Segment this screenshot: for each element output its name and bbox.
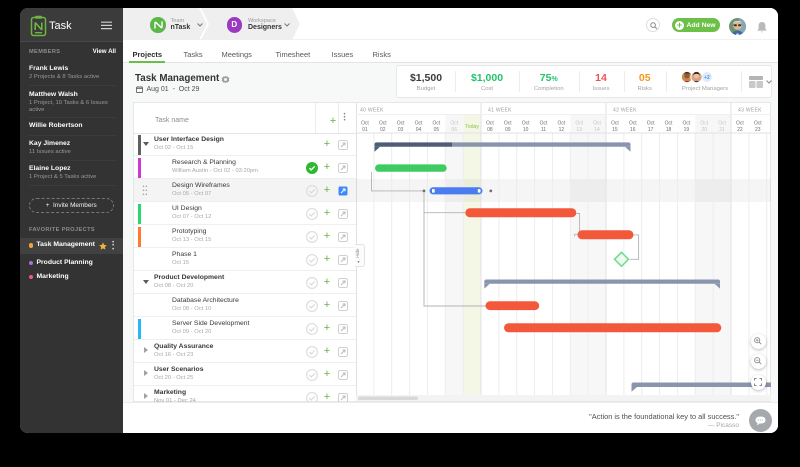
svg-text:Oct: Oct: [665, 121, 673, 127]
svg-text:42 WEEK: 42 WEEK: [613, 108, 637, 114]
svg-text:Oct: Oct: [504, 121, 512, 127]
svg-text:23: 23: [755, 127, 761, 133]
svg-text:01: 01: [362, 127, 368, 133]
svg-text:Oct: Oct: [682, 121, 690, 127]
svg-text:Oct: Oct: [540, 121, 548, 127]
svg-text:Oct: Oct: [629, 121, 637, 127]
svg-text:Today: Today: [465, 124, 479, 130]
svg-text:41 WEEK: 41 WEEK: [488, 108, 512, 114]
svg-text:08: 08: [487, 127, 493, 133]
svg-text:18: 18: [666, 127, 672, 133]
svg-text:12: 12: [559, 127, 565, 133]
svg-text:06: 06: [451, 127, 457, 133]
svg-text:15: 15: [612, 127, 618, 133]
svg-text:Oct: Oct: [557, 121, 565, 127]
svg-text:04: 04: [416, 127, 422, 133]
svg-text:Oct: Oct: [415, 121, 423, 127]
svg-text:40 WEEK: 40 WEEK: [360, 108, 384, 114]
svg-text:13: 13: [576, 127, 582, 133]
svg-text:09: 09: [505, 127, 511, 133]
svg-text:03: 03: [398, 127, 404, 133]
svg-text:Oct: Oct: [397, 121, 405, 127]
svg-text:Oct: Oct: [718, 121, 726, 127]
svg-text:+2: +2: [704, 75, 710, 81]
svg-text:Oct: Oct: [611, 121, 619, 127]
svg-text:Oct: Oct: [522, 121, 530, 127]
svg-text:Oct: Oct: [575, 121, 583, 127]
svg-text:05: 05: [434, 127, 440, 133]
svg-text:17: 17: [648, 127, 654, 133]
svg-text:20: 20: [701, 127, 707, 133]
svg-text:Oct: Oct: [361, 121, 369, 127]
svg-text:Oct: Oct: [379, 121, 387, 127]
svg-text:19: 19: [684, 127, 690, 133]
svg-text:Oct: Oct: [432, 121, 440, 127]
svg-text:Oct: Oct: [700, 121, 708, 127]
svg-text:02: 02: [380, 127, 386, 133]
svg-text:43 WEEK: 43 WEEK: [738, 108, 762, 114]
svg-text:Oct: Oct: [450, 121, 458, 127]
svg-text:11: 11: [541, 127, 546, 133]
svg-text:14: 14: [594, 127, 600, 133]
svg-text:16: 16: [630, 127, 636, 133]
svg-text:Oct: Oct: [593, 121, 601, 127]
svg-text:21: 21: [719, 127, 725, 133]
svg-text:Oct: Oct: [647, 121, 655, 127]
svg-text:22: 22: [737, 127, 743, 133]
svg-text:Oct: Oct: [486, 121, 494, 127]
svg-text:10: 10: [523, 127, 529, 133]
svg-text:Oct: Oct: [754, 121, 762, 127]
svg-text:Oct: Oct: [736, 121, 744, 127]
